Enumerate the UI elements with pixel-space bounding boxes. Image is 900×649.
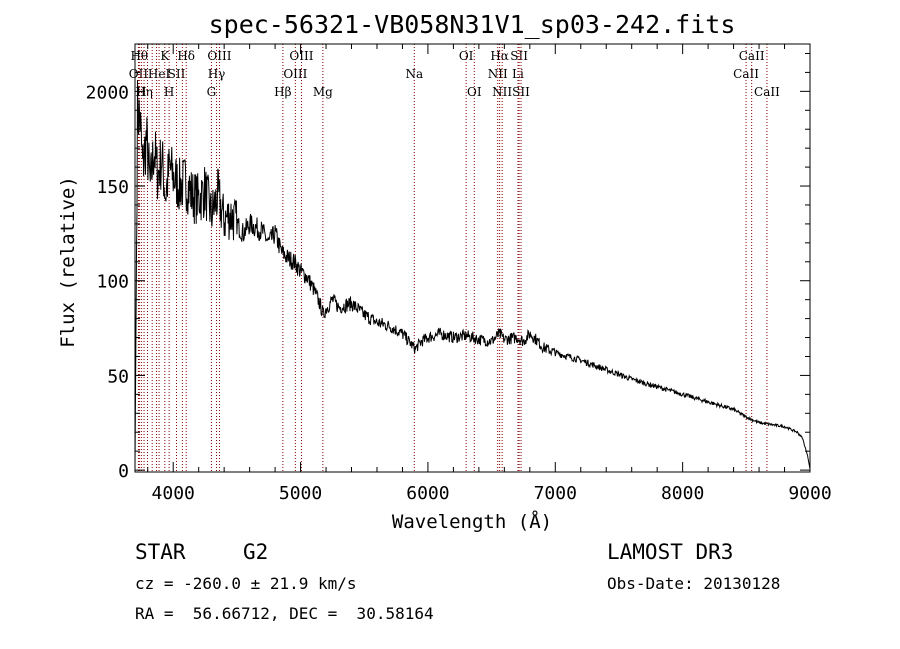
x-tick-label: 6000 [406,483,449,504]
redshift-velocity: cz = -260.0 ± 21.9 km/s [135,574,357,593]
spectral-line-label: Hβ [274,85,291,99]
object-subclass: G2 [243,540,269,564]
x-tick-label: 4000 [152,483,195,504]
x-tick-label: 8000 [661,483,704,504]
spectral-line-label: Mg [313,85,333,99]
observation-date: Obs-Date: 20130128 [607,574,781,593]
coordinates: RA = 56.66712, DEC = 30.58164 [135,604,434,623]
plot-frame [134,43,811,473]
spectral-line-label: OI [467,85,482,99]
x-axis-label: Wavelength (Å) [392,510,552,533]
spectral-line-label: CaII [739,49,765,63]
spectral-line-label: OII [129,67,149,81]
spectral-line-label: SII [510,49,528,63]
spectral-line-label: CaII [733,67,759,81]
spectral-line-label: SII [512,85,530,99]
spectral-line-label: Hδ [177,49,195,63]
spectral-line-label: NII [488,67,508,81]
spectral-line-label: CaII [754,85,780,99]
spectral-line-label: Na [405,67,423,81]
y-tick-label: 50 [107,366,129,387]
spectral-line-label: G [207,85,217,99]
spectral-line-label: OIII [207,49,231,63]
chart-title: spec-56321-VB058N31V1_sp03-242.fits [209,10,736,39]
spectral-line-label: SII [168,67,186,81]
x-tick-label: 5000 [279,483,322,504]
spectral-line-label: Hη [135,85,153,99]
survey-name: LAMOST DR3 [607,540,734,564]
axis-ticks: 4000 5000 6000 7000 8000 9000 0 50 100 150 2000 [86,44,832,504]
spectral-line-label: OIII [283,67,307,81]
x-tick-label: 7000 [534,483,577,504]
spectral-line-label: Hγ [208,67,226,81]
spectral-line-label: K [160,49,170,63]
spectrum-series [134,79,811,470]
spectrum-chart: spec-56321-VB058N31V1_sp03-242.fits OII H… [57,10,832,533]
spectral-line-label: Li [512,67,524,81]
spectral-line-label: OI [459,49,474,63]
y-tick-label: 100 [96,272,129,293]
spectral-line-markers: OIIHθHHηHeIKHSIIHδGHγOIIIHβOIIIOIIIMgNaO… [129,44,780,472]
spectral-line-label: H [136,85,146,99]
y-tick-label: 0 [118,461,129,482]
spectral-line-label: H [164,85,174,99]
y-tick-label: 2000 [86,82,129,103]
y-axis-label: Flux (relative) [57,176,79,348]
spectrum-line [134,79,811,470]
spectral-line-label: Hα [490,49,509,63]
x-tick-label: 9000 [788,483,831,504]
spectral-line-label: OIII [289,49,313,63]
plot-axes [134,43,811,473]
object-class: STAR [135,540,186,564]
spectral-line-label: Hθ [130,49,148,63]
y-tick-label: 150 [96,177,129,198]
spectral-line-label: NII [492,85,512,99]
